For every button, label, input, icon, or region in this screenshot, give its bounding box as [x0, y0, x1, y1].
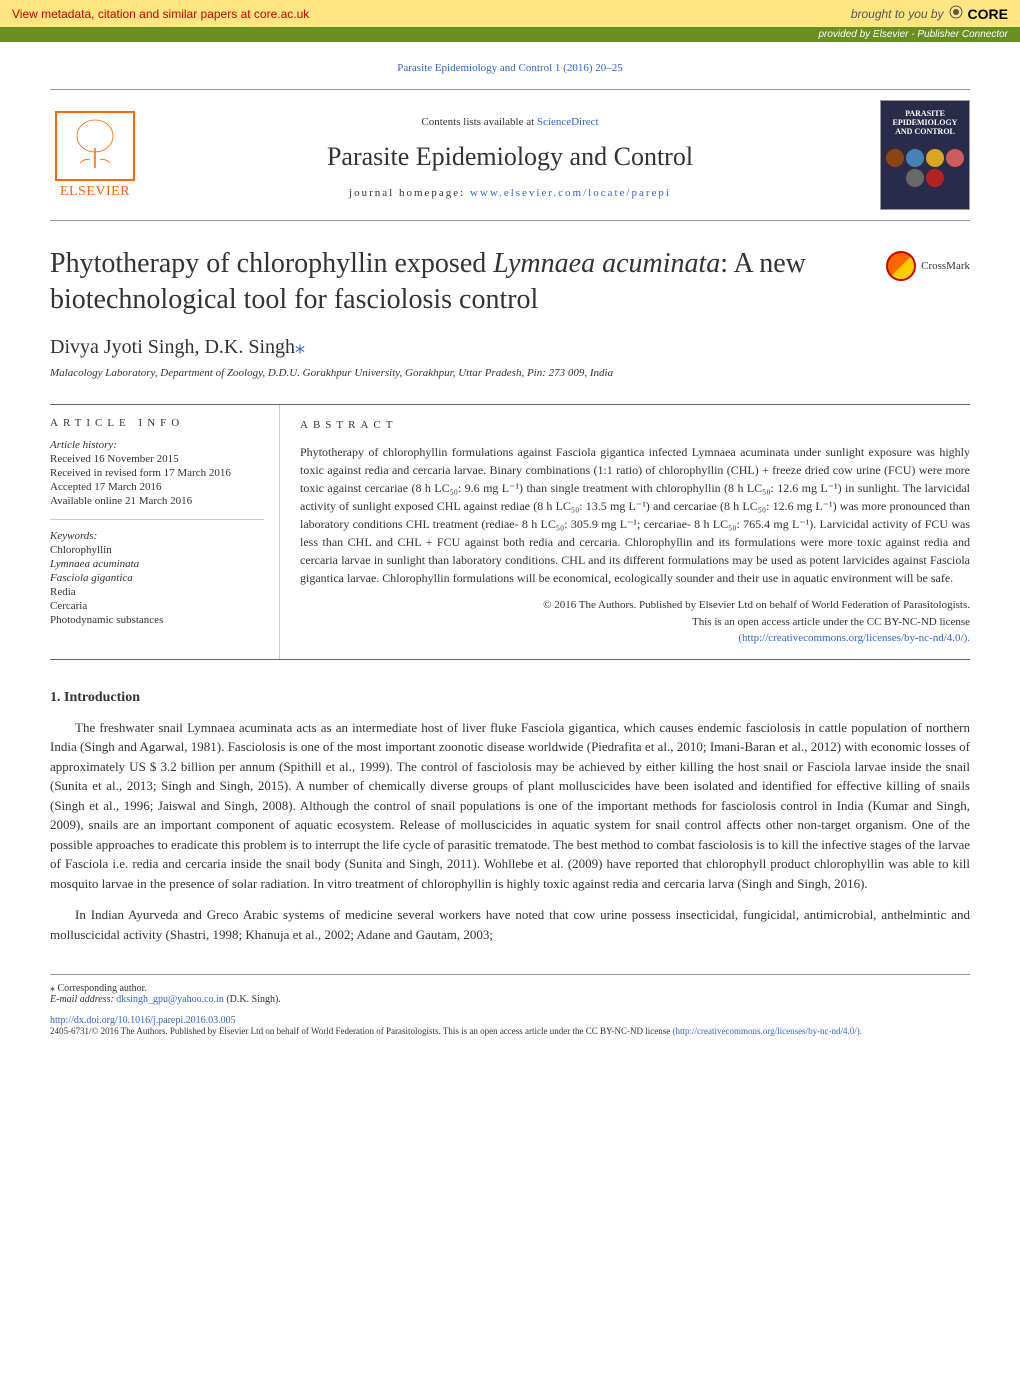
email-label: E-mail address:: [50, 994, 116, 1005]
brought-by-label: brought to you by: [851, 7, 944, 21]
introduction-section: 1. Introduction The freshwater snail Lym…: [50, 690, 970, 945]
provided-by-bar: provided by Elsevier - Publisher Connect…: [0, 27, 1020, 42]
crossmark-text: CrossMark: [921, 260, 970, 272]
elsevier-logo[interactable]: ELSEVIER: [50, 105, 140, 205]
email-address[interactable]: dksingh_gpu@yahoo.co.in: [116, 994, 224, 1005]
cover-circle-icon: [906, 169, 924, 187]
core-banner-right: brought to you by CORE: [851, 4, 1008, 23]
cover-circles: [886, 149, 964, 187]
cover-circle-icon: [886, 149, 904, 167]
email-name: (D.K. Singh).: [226, 994, 280, 1005]
corresponding-note: ⁎ Corresponding author.: [50, 983, 970, 994]
cover-circle-icon: [926, 169, 944, 187]
keywords-label: Keywords:: [50, 530, 264, 542]
abstract-panel: abstract Phytotherapy of chlorophyllin f…: [280, 405, 970, 659]
license-text: This is an open access article under the…: [300, 614, 970, 631]
article-title: Phytotherapy of chlorophyllin exposed Ly…: [50, 246, 886, 319]
journal-cover[interactable]: PARASITE EPIDEMIOLOGY AND CONTROL: [880, 100, 970, 210]
doi-link[interactable]: http://dx.doi.org/10.1016/j.parepi.2016.…: [50, 1015, 970, 1026]
license-url[interactable]: (http://creativecommons.org/licenses/by-…: [300, 630, 970, 647]
homepage-url[interactable]: www.elsevier.com/locate/parepi: [470, 187, 671, 199]
issn-line: 2405-6731/© 2016 The Authors. Published …: [50, 1026, 670, 1036]
keyword: Redia: [50, 586, 264, 598]
abstract-heading: abstract: [300, 417, 970, 434]
article-info-panel: article info Article history: Received 1…: [50, 405, 280, 659]
accepted-date: Accepted 17 March 2016: [50, 481, 264, 493]
core-logo-text: CORE: [968, 6, 1008, 22]
page-container: Parasite Epidemiology and Control 1 (201…: [0, 42, 1020, 1076]
keyword: Lymnaea acuminata: [50, 558, 264, 570]
contents-label: Contents lists available at: [421, 116, 536, 128]
keywords-section: Keywords: Chlorophyllin Lymnaea acuminat…: [50, 530, 264, 626]
intro-paragraph-1: The freshwater snail Lymnaea acuminata a…: [50, 718, 970, 894]
cover-title: PARASITE EPIDEMIOLOGY AND CONTROL: [886, 106, 964, 139]
authors: Divya Jyoti Singh, D.K. Singh⁎: [50, 334, 970, 359]
footer-license: 2405-6731/© 2016 The Authors. Published …: [50, 1026, 970, 1036]
copyright-block: © 2016 The Authors. Published by Elsevie…: [300, 597, 970, 647]
core-logo-icon: [948, 4, 964, 23]
received-date: Received 16 November 2015: [50, 453, 264, 465]
keyword: Fasciola gigantica: [50, 572, 264, 584]
introduction-title: 1. Introduction: [50, 690, 970, 706]
affiliation: Malacology Laboratory, Department of Zoo…: [50, 367, 970, 379]
corresponding-asterisk: ⁎: [295, 336, 305, 358]
cover-circle-icon: [926, 149, 944, 167]
core-banner: View metadata, citation and similar pape…: [0, 0, 1020, 27]
author-names: Divya Jyoti Singh, D.K. Singh: [50, 336, 295, 358]
online-date: Available online 21 March 2016: [50, 495, 264, 507]
homepage-label: journal homepage:: [349, 187, 470, 199]
copyright-text: © 2016 The Authors. Published by Elsevie…: [300, 597, 970, 614]
keyword: Cercaria: [50, 600, 264, 612]
contents-line: Contents lists available at ScienceDirec…: [140, 112, 880, 130]
revised-date: Received in revised form 17 March 2016: [50, 467, 264, 479]
info-abstract-row: article info Article history: Received 1…: [50, 404, 970, 660]
crossmark-icon: [886, 251, 916, 281]
title-italic: Lymnaea acuminata: [493, 248, 720, 279]
journal-citation[interactable]: Parasite Epidemiology and Control 1 (201…: [50, 62, 970, 74]
elsevier-tree-icon: [55, 111, 135, 181]
journal-homepage: journal homepage: www.elsevier.com/locat…: [140, 187, 880, 199]
header-box: ELSEVIER Contents lists available at Sci…: [50, 89, 970, 221]
article-title-row: Phytotherapy of chlorophyllin exposed Ly…: [50, 246, 970, 319]
cover-circle-icon: [946, 149, 964, 167]
journal-name: Parasite Epidemiology and Control: [140, 142, 880, 172]
elsevier-text: ELSEVIER: [60, 184, 130, 200]
header-center: Contents lists available at ScienceDirec…: [140, 112, 880, 199]
article-info-heading: article info: [50, 417, 264, 429]
intro-paragraph-2: In Indian Ayurveda and Greco Arabic syst…: [50, 905, 970, 944]
title-part1: Phytotherapy of chlorophyllin exposed: [50, 248, 493, 279]
core-banner-left-text[interactable]: View metadata, citation and similar pape…: [12, 7, 309, 21]
keyword: Chlorophyllin: [50, 544, 264, 556]
sciencedirect-link[interactable]: ScienceDirect: [537, 116, 599, 128]
footer-license-url[interactable]: (http://creativecommons.org/licenses/by-…: [673, 1026, 863, 1036]
history-section: Article history: Received 16 November 20…: [50, 439, 264, 520]
keyword: Photodynamic substances: [50, 614, 264, 626]
email-line: E-mail address: dksingh_gpu@yahoo.co.in …: [50, 994, 970, 1005]
history-label: Article history:: [50, 439, 264, 451]
abstract-text: Phytotherapy of chlorophyllin formulatio…: [300, 443, 970, 587]
cover-circle-icon: [906, 149, 924, 167]
footer: ⁎ Corresponding author. E-mail address: …: [50, 974, 970, 1036]
crossmark-badge[interactable]: CrossMark: [886, 251, 970, 281]
